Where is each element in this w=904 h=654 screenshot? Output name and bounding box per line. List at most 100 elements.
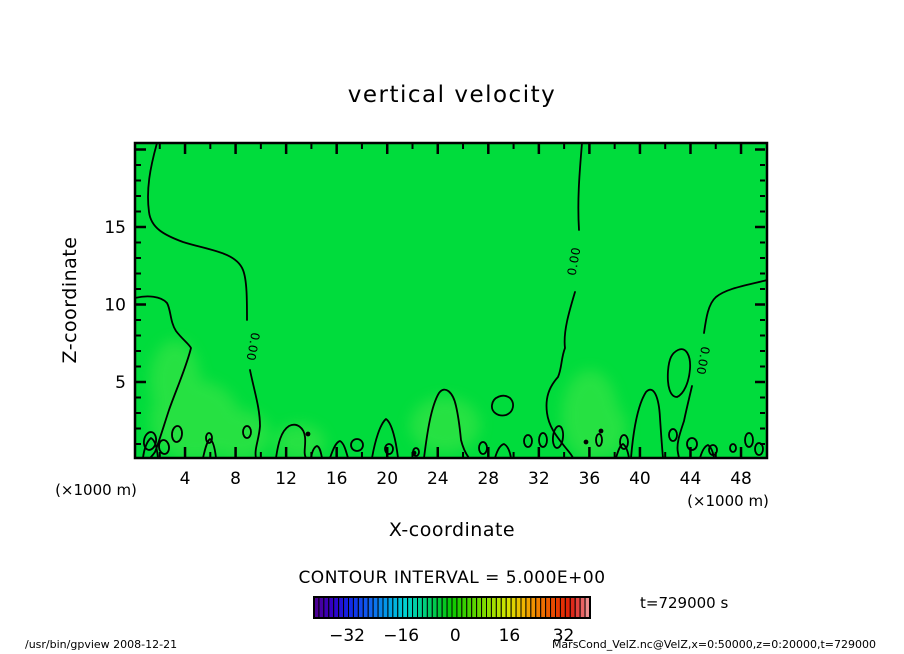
- contour-label: 0.00: [244, 331, 263, 362]
- colorbar-border: [313, 596, 591, 619]
- colorbar-segment: [392, 596, 399, 619]
- colorbar-segment: [490, 596, 497, 619]
- colorbar-segment: [357, 596, 364, 619]
- colorbar-tick-label: −16: [383, 626, 419, 646]
- x-tick-label: 32: [528, 469, 550, 489]
- colorbar-segment: [348, 596, 354, 619]
- colorbar-segment: [436, 596, 443, 619]
- colorbar-segment: [451, 596, 458, 619]
- x-tick-label: 44: [680, 469, 702, 489]
- colorbar-segment: [486, 596, 492, 619]
- footer-command-line: /usr/bin/gpview 2008-12-21: [25, 638, 177, 651]
- contour-cell: [142, 431, 158, 451]
- z-tick-label: 10: [104, 296, 126, 316]
- shade-patch: [150, 340, 200, 420]
- colorbar-segment: [426, 596, 433, 619]
- colorbar-segment: [333, 596, 340, 619]
- contour-dot: [583, 439, 589, 445]
- colorbar-segment: [481, 596, 488, 619]
- contour-cell: [754, 442, 764, 456]
- x-axis-unit-note: (×1000 m): [687, 492, 769, 510]
- x-tick-label: 24: [427, 469, 449, 489]
- z-tick-label: 5: [115, 373, 126, 393]
- axis-ticks: [136, 144, 765, 457]
- plot-frame: [133, 141, 769, 460]
- shade-patch: [410, 397, 480, 453]
- contour-cell: [619, 434, 629, 450]
- contour-cell: [171, 425, 183, 443]
- contour-cell: [478, 441, 488, 455]
- colorbar-segment: [466, 596, 473, 619]
- contour-cell: [744, 432, 754, 448]
- colorbar-segment: [431, 596, 438, 619]
- colorbar-segment: [372, 596, 379, 619]
- colorbar-tick-label: 32: [553, 626, 575, 646]
- colorbar-segment: [505, 596, 512, 619]
- colorbar-segment: [407, 596, 414, 619]
- contour-cell: [551, 425, 565, 449]
- colorbar-segment: [574, 596, 581, 619]
- contour-cell: [523, 434, 533, 448]
- colorbar-segment: [500, 596, 507, 619]
- colorbar-tick-label: −32: [329, 626, 365, 646]
- colorbar-segment: [446, 596, 453, 619]
- contour-cell: [384, 443, 394, 455]
- colorbar-tick-label: 16: [499, 626, 521, 646]
- colorbar-segment: [471, 596, 478, 619]
- contour-cell: [708, 444, 718, 456]
- z-axis-unit-note: (×1000 m): [55, 481, 137, 499]
- contour-cell: [158, 439, 170, 455]
- contour-dot: [598, 428, 604, 434]
- colorbar-segment: [555, 596, 561, 619]
- x-tick-label: 8: [230, 469, 241, 489]
- colorbar-segment: [525, 596, 532, 619]
- contour-cell: [242, 425, 252, 439]
- x-tick-label: 16: [326, 469, 348, 489]
- z-axis-label: Z-coordinate: [59, 237, 81, 364]
- contour-cell: [595, 433, 603, 447]
- colorbar-segment: [476, 596, 483, 619]
- contour-label: 0.00: [694, 345, 713, 376]
- colorbar-segment: [421, 596, 428, 619]
- colorbar-segment: [540, 596, 547, 619]
- colorbar-segment: [515, 596, 522, 619]
- colorbar-segment: [535, 596, 542, 619]
- x-tick-label: 20: [376, 469, 398, 489]
- colorbar-segment: [323, 596, 330, 619]
- contour-cell: [205, 432, 213, 444]
- colorbar-segment: [550, 596, 556, 619]
- x-tick-label: 40: [629, 469, 651, 489]
- colorbar-segment: [441, 596, 448, 619]
- colorbar-segment: [530, 596, 537, 619]
- x-tick-label: 4: [180, 469, 191, 489]
- colorbar-segment: [412, 596, 419, 619]
- x-axis-label: X-coordinate: [389, 519, 515, 541]
- x-tick-label: 36: [579, 469, 601, 489]
- x-tick-label: 28: [477, 469, 499, 489]
- colorbar-segment: [362, 596, 369, 619]
- colorbar-segment: [397, 596, 404, 619]
- contour-dot: [305, 431, 311, 437]
- colorbar-segment: [456, 596, 463, 619]
- colorbar-segment: [520, 596, 527, 619]
- footer-file-info: MarsCond_VelZ.nc@VelZ,x=0:50000,z=0:2000…: [552, 638, 876, 651]
- colorbar-segment: [328, 596, 335, 619]
- colorbar-segment: [402, 596, 409, 619]
- z-tick-label: 15: [104, 218, 126, 238]
- colorbar-segment: [564, 596, 571, 619]
- shade-patches: [150, 340, 627, 457]
- contour-cell: [538, 432, 548, 448]
- colorbar-segment: [417, 596, 423, 619]
- colorbar-segment: [461, 596, 468, 619]
- x-tick-label: 12: [275, 469, 297, 489]
- time-annotation: t=729000 s: [640, 594, 728, 612]
- colorbar-segment: [377, 596, 384, 619]
- colorbar-segment: [495, 596, 502, 619]
- x-tick-label: 48: [730, 469, 752, 489]
- shade-patch: [583, 402, 627, 457]
- colorbar-segment: [559, 596, 566, 619]
- contour-cell: [668, 428, 678, 442]
- colorbar-segment: [352, 596, 359, 619]
- zero-contour-lines: [136, 144, 766, 457]
